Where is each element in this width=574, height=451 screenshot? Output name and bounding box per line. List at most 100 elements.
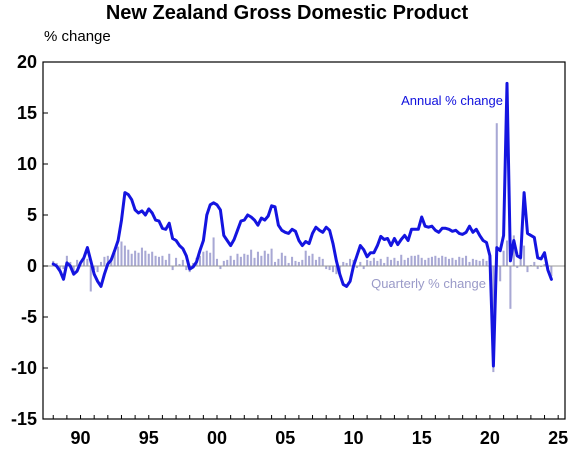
quarterly-bar — [137, 252, 140, 266]
quarterly-bar — [349, 258, 352, 266]
quarterly-bar — [345, 262, 348, 266]
quarterly-bar — [284, 255, 287, 266]
quarterly-bar — [164, 259, 167, 266]
quarterly-bar — [328, 266, 331, 271]
quarterly-bar — [359, 261, 362, 266]
quarterly-bar — [444, 256, 447, 266]
quarterly-bar — [403, 259, 406, 266]
quarterly-bar — [287, 262, 290, 266]
x-tick-label: 15 — [412, 428, 432, 448]
quarterly-bar — [86, 258, 89, 266]
quarterly-bar — [93, 266, 96, 271]
quarterly-bar — [127, 249, 130, 266]
quarterly-bar — [458, 256, 461, 266]
quarterly-bar — [226, 259, 229, 266]
quarterly-bar — [379, 258, 382, 266]
quarterly-bar — [355, 266, 358, 269]
quarterly-bar — [253, 257, 256, 266]
quarterly-bar — [434, 255, 437, 266]
quarterly-bar — [424, 259, 427, 266]
quarterly-bar — [256, 251, 259, 266]
quarterly-bar — [342, 261, 345, 266]
quarterly-bar — [499, 266, 502, 282]
quarterly-bar — [76, 259, 79, 266]
quarterly-bar — [331, 266, 335, 273]
chart-title: New Zealand Gross Domestic Product — [105, 2, 469, 24]
quarterly-bar — [202, 251, 205, 266]
quarterly-bar — [205, 250, 208, 266]
quarterly-bar — [465, 255, 468, 266]
quarterly-bar — [475, 259, 478, 266]
quarterly-bar — [134, 250, 137, 266]
quarterly-bar — [294, 260, 297, 266]
quarterly-bar — [178, 263, 181, 266]
quarterly-bar — [277, 258, 280, 266]
quarterly-bar — [215, 258, 219, 266]
quarterly-bar — [451, 257, 454, 266]
quarterly-bar — [502, 250, 505, 266]
quarterly-bar — [99, 261, 103, 266]
quarterly-bar — [117, 246, 120, 266]
y-tick-label: -5 — [21, 307, 37, 327]
y-tick-label: 15 — [17, 103, 37, 123]
quarterly-bar — [250, 249, 253, 266]
x-axis: 90 95 00 05 10 15 20 25 — [52, 415, 568, 448]
quarterly-bar — [246, 254, 249, 266]
quarterly-bar — [485, 260, 488, 266]
quarterly-bar — [383, 262, 386, 266]
quarterly-bar — [304, 250, 307, 266]
quarterly-bar — [280, 252, 283, 266]
quarterly-bar — [454, 259, 457, 266]
quarterly-bar — [175, 257, 178, 266]
quarterly-bar — [335, 266, 338, 275]
quarterly-bar — [212, 237, 215, 266]
quarterly-bar — [478, 260, 481, 266]
quarterly-bar — [386, 256, 389, 266]
quarterly-bar — [130, 253, 133, 266]
quarterly-bar — [471, 258, 474, 266]
quarterly-bar — [543, 263, 546, 266]
y-axis-label: % change — [44, 28, 111, 45]
quarterly-bar — [123, 245, 126, 266]
quarterly-bar — [260, 255, 263, 266]
quarterly-bar — [523, 245, 526, 266]
quarterly-bar — [301, 259, 304, 266]
quarterly-bar — [181, 259, 184, 266]
quarterly-bar — [151, 251, 154, 266]
quarterly-bar — [393, 257, 396, 266]
quarterly-bar — [529, 264, 532, 266]
quarterly-bar — [82, 257, 85, 266]
quarterly-bar — [540, 266, 543, 268]
quarterly-bar — [291, 256, 294, 266]
quarterly-bar — [526, 266, 529, 273]
quarterly-bar — [369, 260, 372, 266]
quarterly-bar — [147, 253, 150, 266]
quarterly-bar — [400, 254, 403, 266]
y-axis: 20 15 10 5 0 -5 -10 -15 — [11, 52, 48, 429]
quarterly-bar — [219, 266, 222, 270]
quarterly-bar — [236, 253, 239, 266]
quarterly-bar — [270, 248, 273, 266]
quarterly-bar — [468, 261, 471, 266]
annotation-quarterly: Quarterly % change — [371, 276, 486, 291]
quarterly-bar — [314, 259, 317, 266]
quarterly-bar — [430, 256, 433, 266]
quarterly-bar — [441, 255, 444, 266]
quarterly-bar — [308, 255, 311, 266]
quarterly-bar — [144, 250, 147, 266]
quarterly-bar — [222, 260, 225, 266]
quarterly-bar — [417, 254, 420, 266]
quarterly-bar — [396, 260, 399, 266]
y-tick-label: -10 — [11, 358, 37, 378]
y-tick-label: 10 — [17, 154, 37, 174]
quarterly-bar — [410, 255, 413, 266]
y-tick-label: -15 — [11, 409, 37, 429]
quarterly-bar — [509, 266, 512, 309]
quarterly-bar — [267, 253, 270, 266]
quarterly-bar — [185, 266, 188, 271]
quarterly-bar — [482, 258, 485, 266]
quarterly-bar — [110, 260, 113, 266]
y-tick-label: 5 — [27, 205, 37, 225]
quarterly-bar — [120, 241, 123, 266]
